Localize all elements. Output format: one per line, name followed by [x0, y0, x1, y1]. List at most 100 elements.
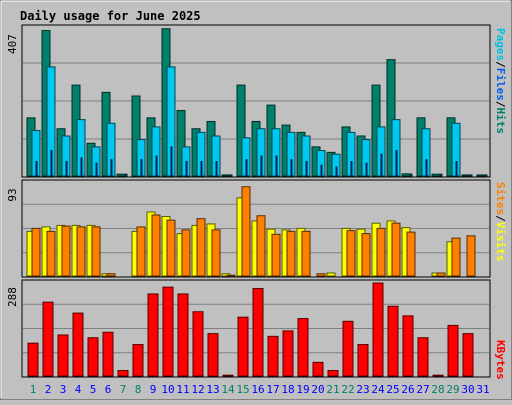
- pages-bar: [170, 146, 173, 177]
- hits-bar: [131, 95, 141, 177]
- day-label: 9: [150, 383, 157, 396]
- pages-bar: [275, 155, 278, 177]
- day-label: 29: [446, 383, 459, 396]
- day-label: 15: [236, 383, 249, 396]
- kbytes-bar: [192, 311, 204, 377]
- sites-bar: [301, 230, 311, 277]
- day-label: 3: [60, 383, 67, 396]
- day-label: 25: [386, 383, 399, 396]
- hits-bar: [401, 173, 411, 177]
- kbytes-bar: [327, 370, 339, 377]
- pages-bar: [395, 150, 398, 177]
- day-label: 10: [161, 383, 174, 396]
- day-label: 2: [45, 383, 52, 396]
- kbytes-panel: 288 KBytes: [6, 279, 507, 380]
- kbytes-bar: [447, 324, 459, 377]
- pages-bar: [260, 155, 263, 177]
- legend-part: Sites: [494, 182, 507, 215]
- sites-bar: [256, 215, 266, 277]
- sites-bar: [31, 227, 41, 277]
- legend-part: Hits: [494, 108, 507, 135]
- day-label: 17: [266, 383, 279, 396]
- day-label: 12: [191, 383, 204, 396]
- kbytes-bar: [432, 374, 444, 377]
- kbytes-bar: [177, 293, 189, 377]
- kbytes-bar: [267, 335, 279, 377]
- pages-bar: [80, 157, 83, 177]
- hits-legend-label: Pages/Files/Hits: [494, 28, 507, 134]
- sites-bar: [76, 226, 86, 277]
- sites-bar: [46, 230, 56, 277]
- hits-bar: [476, 174, 486, 177]
- kbytes-max-label: 288: [6, 287, 19, 307]
- kbytes-bar: [372, 282, 384, 377]
- kbytes-bar: [252, 287, 264, 377]
- day-label: 20: [311, 383, 324, 396]
- kbytes-bars: [23, 282, 489, 377]
- pages-bar: [410, 173, 413, 177]
- kbytes-bar: [222, 374, 234, 377]
- pages-bar: [290, 159, 293, 177]
- kbytes-bar: [102, 331, 114, 377]
- legend-part: /: [494, 61, 507, 68]
- kbytes-bar: [402, 315, 414, 377]
- kbytes-bar: [387, 305, 399, 377]
- legend-part: Pages: [494, 28, 507, 61]
- sites-bar: [346, 230, 356, 277]
- pages-bar: [95, 162, 98, 177]
- kbytes-bar: [207, 333, 219, 377]
- kbytes-bar: [57, 334, 69, 377]
- pages-bar: [380, 153, 383, 177]
- sites-bar: [451, 237, 461, 277]
- visits-bar: [326, 272, 336, 277]
- legend-part: Files: [494, 68, 507, 101]
- kbytes-bar: [417, 337, 429, 377]
- visits-bars: [23, 186, 489, 277]
- sites-bar: [211, 229, 221, 277]
- hits-bar: [221, 174, 231, 177]
- sites-bar: [286, 230, 296, 277]
- pages-bar: [200, 160, 203, 177]
- kbytes-bar: [342, 320, 354, 377]
- kbytes-bar: [312, 361, 324, 377]
- hits-bar: [431, 173, 441, 177]
- visits-panel: 93 Sites/Visits: [6, 179, 507, 278]
- sites-bar: [91, 226, 101, 277]
- kbytes-bar: [42, 301, 54, 377]
- sites-bar: [166, 219, 176, 277]
- day-label: 30: [461, 383, 474, 396]
- hits-max-label: 407: [6, 34, 19, 54]
- sites-bar: [361, 233, 371, 277]
- day-axis-labels: 1 2 3 4 5 6 7 8 9 10 11 12 13 14 15 16 17 18 19 20 21 22 23 24 2…: [30, 383, 490, 396]
- day-label: 27: [416, 383, 429, 396]
- hits-bar: [236, 84, 246, 177]
- hits-bar: [386, 59, 396, 177]
- sites-bar: [436, 272, 446, 277]
- day-label: 11: [176, 383, 189, 396]
- pages-bar: [230, 174, 233, 177]
- pages-bar: [365, 162, 368, 177]
- pages-bar: [185, 160, 188, 177]
- sites-bar: [391, 222, 401, 277]
- hits-bar: [116, 173, 126, 177]
- hits-bar: [461, 174, 471, 177]
- day-label: 5: [90, 383, 97, 396]
- kbytes-bar: [147, 293, 159, 377]
- day-label: 21: [326, 383, 339, 396]
- day-label: 4: [75, 383, 82, 396]
- kbytes-bar: [87, 337, 99, 377]
- legend-part: /: [494, 101, 507, 108]
- pages-bar: [440, 173, 443, 177]
- day-label: 24: [371, 383, 385, 396]
- sites-bar: [226, 274, 236, 277]
- kbytes-bar: [237, 316, 249, 377]
- pages-bar: [50, 150, 53, 177]
- sites-bar: [196, 218, 206, 277]
- kbytes-legend-label: KBytes: [494, 340, 507, 380]
- pages-bar: [140, 159, 143, 177]
- pages-bar: [485, 174, 488, 177]
- day-label: 6: [105, 383, 112, 396]
- kbytes-bar: [132, 344, 144, 377]
- pages-bar: [455, 160, 458, 177]
- sites-bar: [241, 186, 251, 277]
